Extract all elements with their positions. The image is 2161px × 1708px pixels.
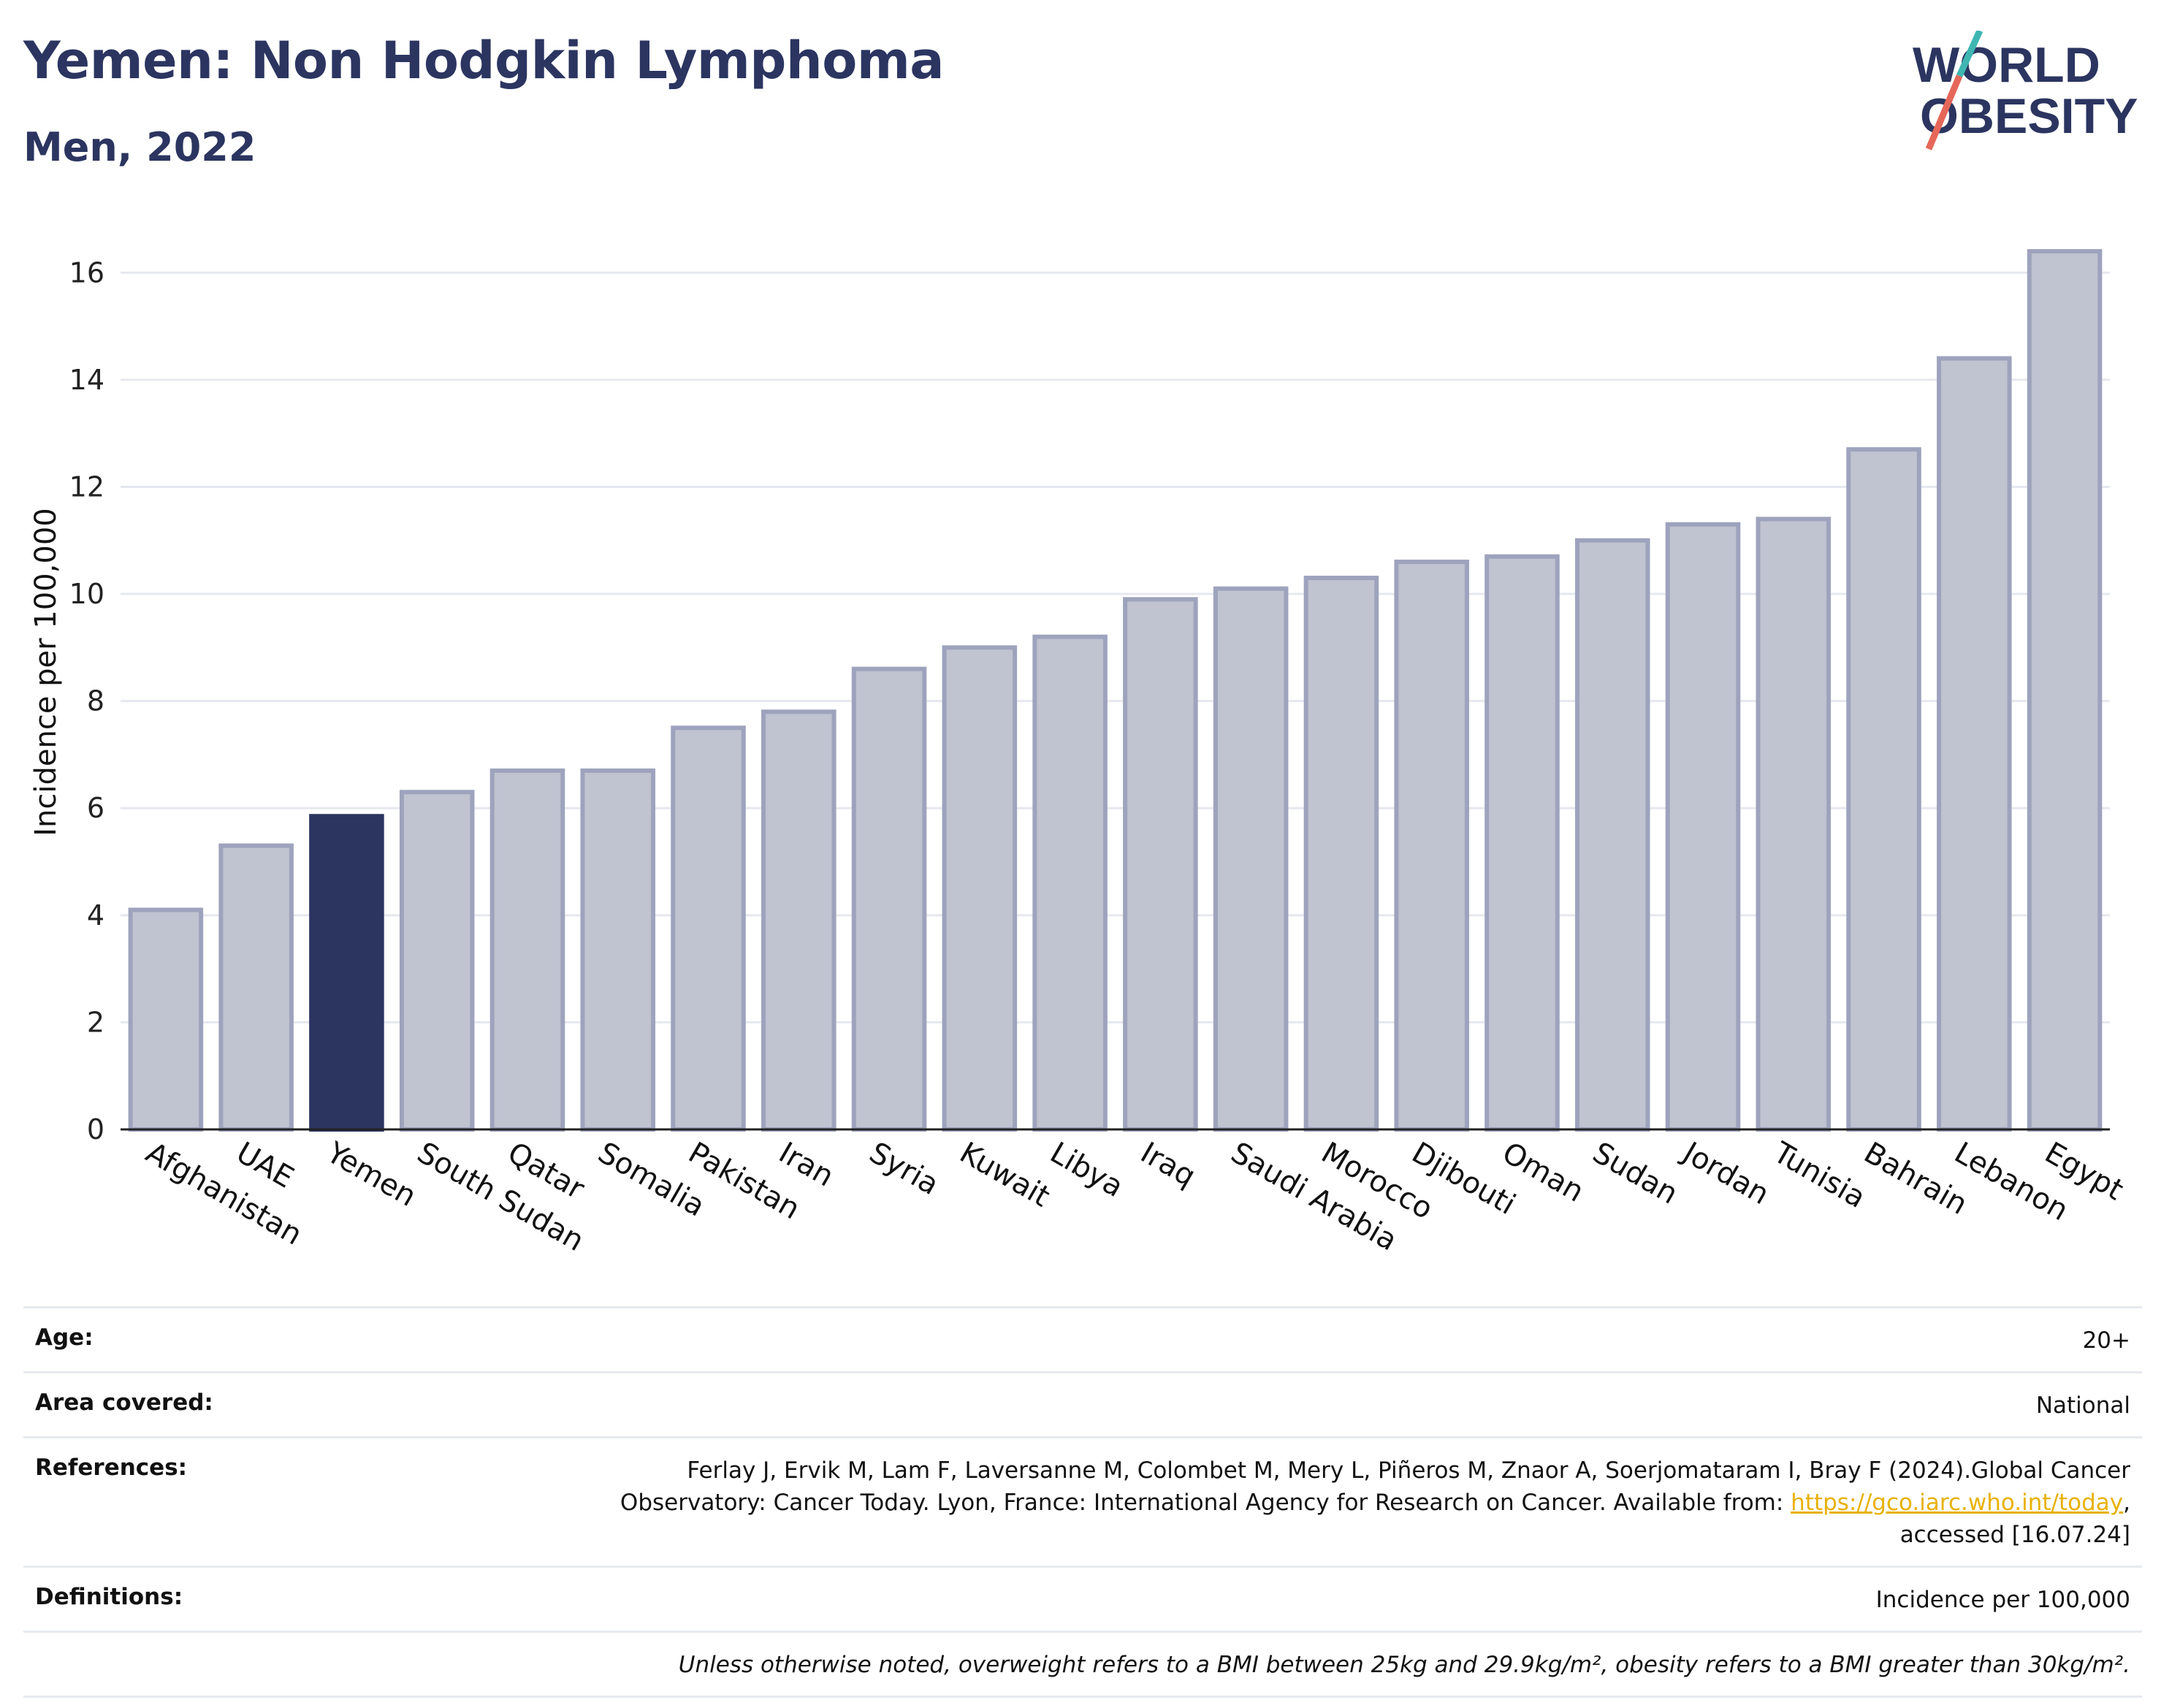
y-axis-label: Incidence per 100,000	[29, 508, 63, 836]
logo-line2: OBESITY	[1920, 88, 2138, 144]
meta-row-definitions: Definitions: Incidence per 100,000	[23, 1568, 2142, 1633]
logo-line1: WORLD	[1913, 37, 2100, 93]
bar-bahrain	[1846, 447, 1921, 1132]
definitions-label: Definitions:	[35, 1584, 183, 1610]
bar-kuwait	[942, 645, 1018, 1132]
x-tick-label: Kuwait	[954, 1136, 1056, 1214]
meta-row-note: Unless otherwise noted, overweight refer…	[23, 1633, 2142, 1698]
bar-saudi-arabia	[1213, 586, 1289, 1132]
y-axis-ticks: 0 2 4 6 8 10 12 14 16	[69, 256, 104, 1145]
age-label: Age:	[35, 1324, 94, 1351]
bar-libya	[1032, 634, 1108, 1132]
x-tick-label: Syria	[864, 1136, 945, 1202]
x-tick-label: Tunisia	[1767, 1135, 1871, 1215]
x-tick-label: Libya	[1045, 1136, 1129, 1204]
world-obesity-logo: WORLD OBESITY	[1913, 31, 2138, 150]
y-tick-label: 2	[87, 1006, 104, 1038]
bar-somalia	[580, 768, 656, 1132]
bar-egypt	[2027, 248, 2103, 1132]
y-tick-label: 4	[87, 899, 104, 931]
logo-slash-teal	[1956, 31, 1983, 77]
bar-iran	[761, 709, 836, 1132]
age-value: 20+	[2082, 1327, 2130, 1354]
y-tick-label: 0	[87, 1113, 104, 1145]
x-tick-label: Bahrain	[1859, 1136, 1973, 1221]
references-line2: Observatory: Cancer Today. Lyon, France:…	[620, 1490, 1791, 1516]
meta-row-area: Area covered: National	[23, 1373, 2142, 1438]
references-link[interactable]: https://gco.iarc.who.int/today	[1791, 1490, 2124, 1516]
page-subtitle: Men, 2022	[23, 124, 256, 170]
bar-lebanon	[1937, 356, 2012, 1132]
x-tick-label: Jordan	[1675, 1135, 1775, 1211]
bar-south-sudan	[399, 790, 475, 1132]
metadata-table: Age: 20+ Area covered: National Referenc…	[23, 1306, 2142, 1698]
bar-morocco	[1303, 576, 1379, 1132]
references-line1: Ferlay J, Ervik M, Lam F, Laversanne M, …	[687, 1457, 2130, 1484]
bar-jordan	[1665, 522, 1741, 1132]
y-tick-label: 14	[69, 364, 104, 396]
bar-syria	[851, 666, 927, 1132]
logo-slash-red	[1925, 75, 1963, 150]
bar-qatar	[489, 768, 565, 1132]
area-value: National	[2035, 1392, 2130, 1419]
references-label: References:	[35, 1455, 188, 1481]
bar-afghanistan	[128, 907, 204, 1132]
bar-djibouti	[1394, 560, 1469, 1132]
bar-pakistan	[671, 725, 746, 1132]
references-line3: accessed [16.07.24]	[1899, 1522, 2130, 1548]
bar-series	[128, 248, 2103, 1132]
bar-oman	[1485, 554, 1560, 1132]
definitions-value: Incidence per 100,000	[1875, 1587, 2130, 1613]
bar-iraq	[1123, 597, 1198, 1132]
x-tick-label: Iraq	[1135, 1136, 1201, 1194]
references-line2-end: ,	[2123, 1490, 2130, 1516]
bar-tunisia	[1756, 516, 1832, 1132]
references-value: Ferlay J, Ervik M, Lam F, Laversanne M, …	[620, 1455, 2130, 1551]
y-tick-label: 12	[69, 470, 104, 503]
meta-row-references: References: Ferlay J, Ervik M, Lam F, La…	[23, 1438, 2142, 1568]
bar-yemen	[309, 814, 384, 1132]
x-tick-label: Sudan	[1587, 1136, 1683, 1211]
page-title: Yemen: Non Hodgkin Lymphoma	[23, 31, 945, 91]
bar-sudan	[1574, 538, 1650, 1132]
y-tick-label: 16	[69, 256, 104, 289]
y-tick-label: 6	[87, 792, 104, 824]
bmi-note: Unless otherwise noted, overweight refer…	[678, 1652, 2130, 1678]
bar-uae	[218, 843, 294, 1132]
y-tick-label: 10	[69, 578, 104, 610]
area-label: Area covered:	[35, 1389, 213, 1416]
meta-row-age: Age: 20+	[23, 1308, 2142, 1373]
y-tick-label: 8	[87, 685, 104, 717]
x-tick-label: Yemen	[321, 1135, 422, 1213]
